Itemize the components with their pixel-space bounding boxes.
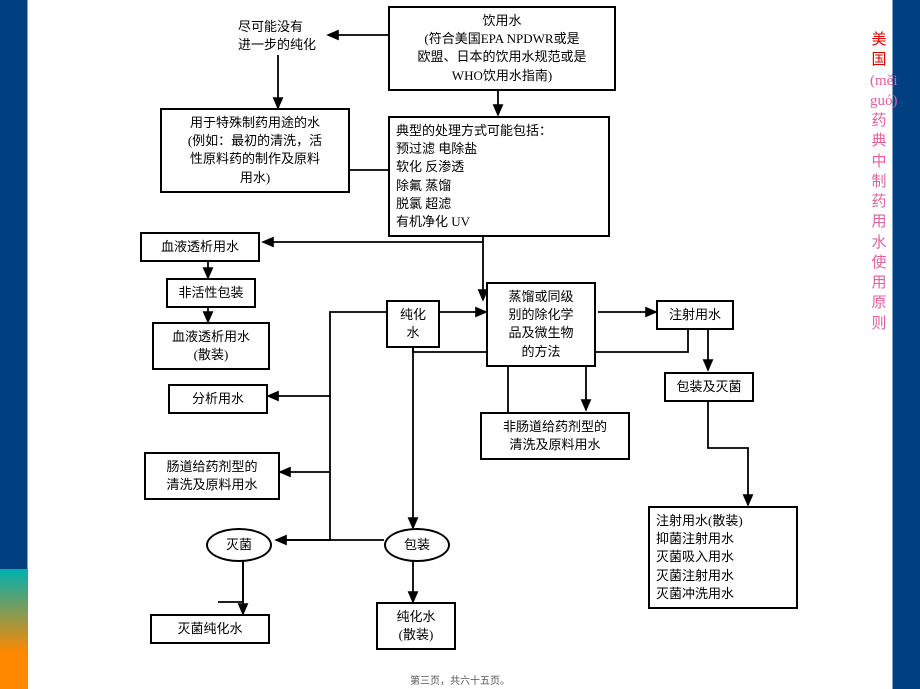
label-no-further: 尽可能没有 进一步的纯化 — [238, 18, 316, 54]
node-inactive-pack: 非活性包装 — [166, 278, 256, 308]
node-hemodialysis: 血液透析用水 — [140, 232, 260, 262]
accent-bar — [0, 569, 28, 689]
node-pack-steril: 包装及灭菌 — [664, 372, 754, 402]
flowchart: 饮用水 (符合美国EPA NPDWR或是 欧盟、日本的饮用水规范或是 WHO饮用… — [88, 0, 888, 680]
node-purified-bulk: 纯化水 (散装) — [376, 602, 456, 650]
node-steril-purified: 灭菌纯化水 — [150, 614, 270, 644]
node-package: 包装 — [384, 528, 450, 562]
node-sterilize: 灭菌 — [206, 528, 272, 562]
node-distill: 蒸馏或同级 别的除化学 品及微生物 的方法 — [486, 282, 596, 367]
node-hemodialysis-bulk: 血液透析用水 (散装) — [152, 322, 270, 370]
slide-content: 美国(měi guó)药典中制药用水使用原则 — [28, 0, 892, 689]
footer-text: 第三页，共六十五页。 — [28, 672, 892, 687]
node-analysis-water: 分析用水 — [168, 384, 268, 414]
node-non-enteral: 非肠道给药剂型的 清洗及原料用水 — [480, 412, 630, 460]
node-treatment: 典型的处理方式可能包括： 预过滤 电除盐 软化 反渗透 除氟 蒸馏 脱氯 超滤 … — [388, 116, 610, 237]
node-special-use: 用于特殊制药用途的水 (例如：最初的清洗，活 性原料药的制作及原料 用水) — [160, 108, 350, 193]
node-wfi-list: 注射用水(散装) 抑菌注射用水 灭菌吸入用水 灭菌注射用水 灭菌冲洗用水 — [648, 506, 798, 609]
node-wfi: 注射用水 — [656, 300, 734, 330]
node-drinking-water: 饮用水 (符合美国EPA NPDWR或是 欧盟、日本的饮用水规范或是 WHO饮用… — [388, 6, 616, 91]
node-enteral-clean: 肠道给药剂型的 清洗及原料用水 — [144, 452, 280, 500]
node-purified: 纯化水 — [386, 300, 440, 348]
